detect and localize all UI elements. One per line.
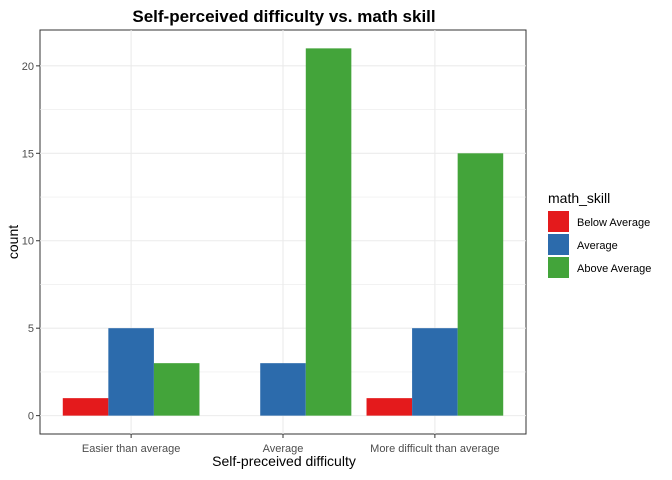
bars <box>62 48 504 416</box>
legend: math_skill Below Average Average Above Ave… <box>548 190 651 278</box>
chart-title: Self-perceived difficulty vs. math skill <box>132 7 435 26</box>
bar <box>260 363 306 416</box>
y-tick-label: 20 <box>22 61 34 73</box>
y-tick-label: 5 <box>28 323 34 335</box>
legend-key <box>548 211 569 232</box>
legend-label: Above Average <box>577 263 651 275</box>
y-tick-label: 0 <box>28 411 34 423</box>
legend-label: Average <box>577 240 618 252</box>
bar <box>62 398 109 416</box>
bar <box>412 328 458 416</box>
bar <box>108 328 154 416</box>
y-axis: 0 5 10 15 20 <box>22 61 40 423</box>
bar <box>366 398 413 416</box>
x-tick-label: Easier than average <box>82 443 180 455</box>
bar <box>305 48 352 416</box>
y-axis-title: count <box>5 225 21 259</box>
bar <box>153 363 200 416</box>
y-tick-label: 15 <box>22 148 34 160</box>
x-axis-title: Self-preceived difficulty <box>212 453 356 469</box>
x-axis: Easier than average Average More difficult… <box>82 434 500 455</box>
x-tick-label: More difficult than average <box>370 443 499 455</box>
legend-title: math_skill <box>548 190 610 206</box>
legend-key <box>548 234 569 255</box>
legend-key <box>548 257 569 278</box>
y-tick-label: 10 <box>22 236 34 248</box>
x-tick-label: Average <box>263 443 304 455</box>
legend-label: Below Average <box>577 217 650 229</box>
bar <box>457 153 504 416</box>
